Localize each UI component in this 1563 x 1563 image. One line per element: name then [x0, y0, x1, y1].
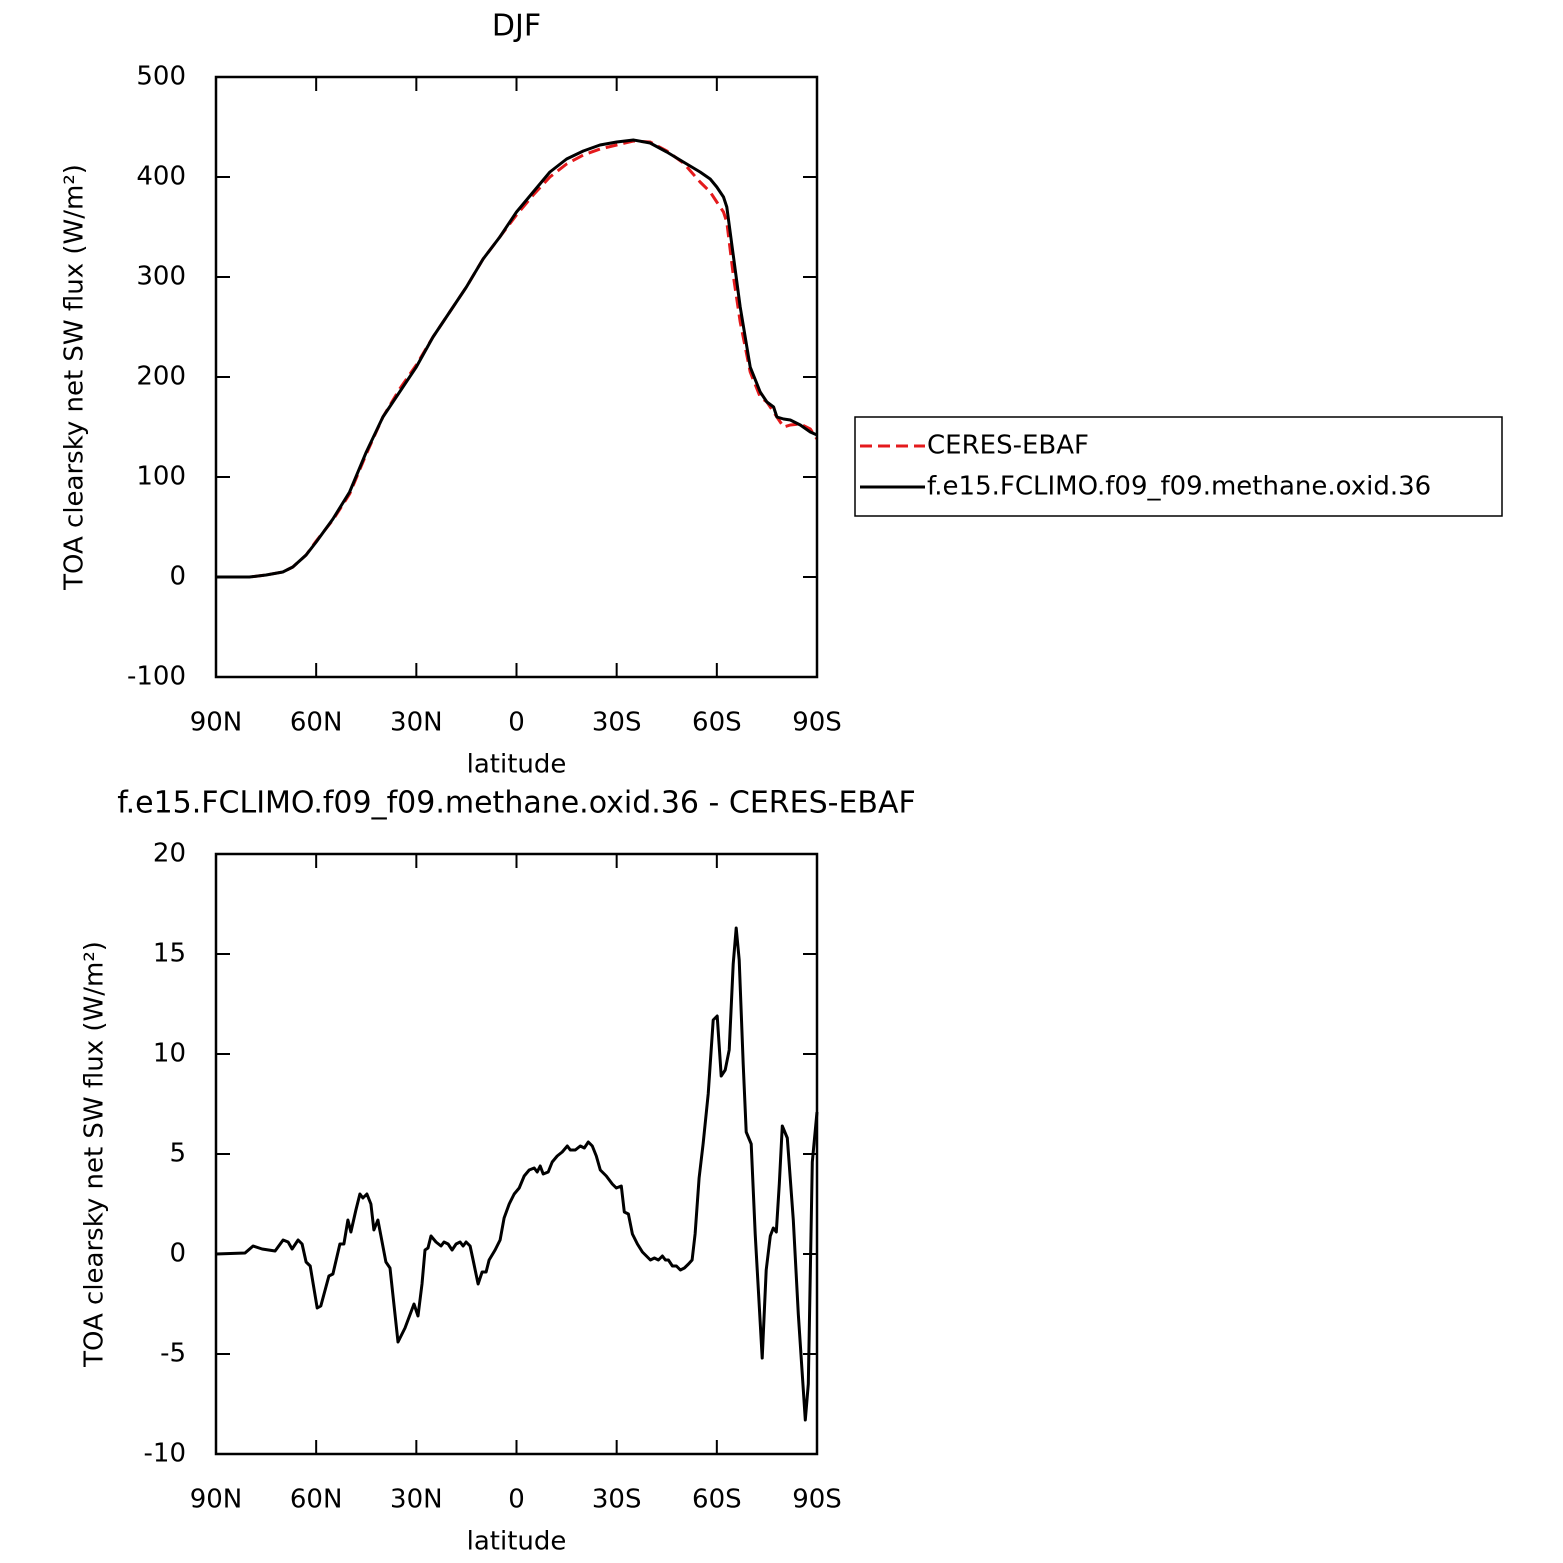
series-line [215, 926, 819, 1422]
legend-label: f.e15.FCLIMO.f09_f09.methane.oxid.36 [927, 472, 1431, 502]
x-tick-label: 90N [190, 708, 243, 738]
x-tick-label: 60S [692, 1485, 742, 1515]
y-tick-label: 100 [136, 462, 186, 492]
plot-frame [214, 852, 819, 1456]
x-tick-label: 30N [390, 708, 443, 738]
x-tick-label: 90S [792, 708, 842, 738]
x-axis-label: latitude [467, 750, 567, 780]
x-tick-label: 0 [508, 708, 525, 738]
y-tick-label: -100 [127, 662, 186, 692]
plot-frame [214, 75, 819, 679]
x-tick-label: 60N [290, 708, 343, 738]
x-tick-label: 60S [692, 708, 742, 738]
series-line [216, 138, 818, 579]
y-tick-label: 15 [153, 939, 186, 969]
y-tick-label: 10 [153, 1039, 186, 1069]
x-tick-label: 90S [792, 1485, 842, 1515]
x-axis-label: latitude [467, 1527, 567, 1557]
y-tick-label: 400 [136, 162, 186, 192]
chart-title: DJF [492, 9, 541, 44]
y-tick-label: 0 [169, 1239, 186, 1269]
y-tick-label: 5 [169, 1139, 186, 1169]
x-tick-label: 0 [508, 1485, 525, 1515]
y-axis-label: TOA clearsky net SW flux (W/m²) [80, 941, 110, 1368]
chart-title: f.e15.FCLIMO.f09_f09.methane.oxid.36 - C… [117, 786, 916, 821]
y-tick-label: 20 [153, 839, 186, 869]
x-tick-label: 30N [390, 1485, 443, 1515]
x-tick-label: 60N [290, 1485, 343, 1515]
y-tick-label: 200 [136, 362, 186, 392]
y-axis-label: TOA clearsky net SW flux (W/m²) [60, 164, 90, 591]
legend-box [854, 416, 1503, 517]
x-tick-label: 30S [592, 708, 642, 738]
x-tick-label: 30S [592, 1485, 642, 1515]
y-tick-label: -10 [144, 1439, 186, 1469]
y-tick-label: 300 [136, 262, 186, 292]
y-tick-label: -5 [160, 1339, 186, 1369]
legend-label: CERES-EBAF [927, 431, 1089, 461]
y-tick-label: 0 [169, 562, 186, 592]
x-tick-label: 90N [190, 1485, 243, 1515]
y-tick-label: 500 [136, 62, 186, 92]
